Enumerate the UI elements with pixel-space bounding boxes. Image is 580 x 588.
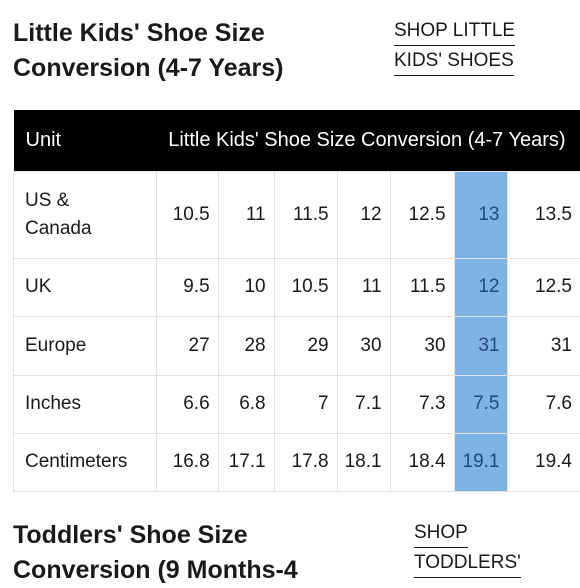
size-cell: 9.5 xyxy=(156,258,218,316)
size-cell: 12.5 xyxy=(508,258,580,316)
row-label: US & Canada xyxy=(14,171,157,258)
size-cell: 10.5 xyxy=(156,171,218,258)
size-cell: 12 xyxy=(337,171,390,258)
size-cell: 11 xyxy=(337,258,390,316)
toddlers-section-title: Toddlers' Shoe Size Conversion (9 Months… xyxy=(13,518,298,588)
size-cell: 17.8 xyxy=(274,433,337,491)
size-cell: 12 xyxy=(454,258,508,316)
size-cell: 13 xyxy=(454,171,508,258)
size-cell: 29 xyxy=(274,316,337,375)
size-cell: 19.1 xyxy=(454,433,508,491)
row-label: Europe xyxy=(14,316,157,375)
shop-link-line-2: TODDLERS' xyxy=(414,548,521,578)
size-cell: 7.5 xyxy=(454,375,508,433)
size-cell: 11 xyxy=(218,171,274,258)
size-cell: 7.6 xyxy=(508,375,580,433)
header-conversion-title: Little Kids' Shoe Size Conversion (4-7 Y… xyxy=(156,110,580,171)
size-cell: 17.1 xyxy=(218,433,274,491)
size-cell: 7.1 xyxy=(337,375,390,433)
size-cell: 12.5 xyxy=(390,171,454,258)
size-cell: 30 xyxy=(390,316,454,375)
header-unit: Unit xyxy=(14,110,157,171)
row-label: Inches xyxy=(14,375,157,433)
size-cell: 30 xyxy=(337,316,390,375)
row-label: Centimeters xyxy=(14,433,157,491)
shop-little-kids-shoes-link[interactable]: SHOP LITTLE KIDS' SHOES xyxy=(394,16,515,76)
little-kids-section-title: Little Kids' Shoe Size Conversion (4-7 Y… xyxy=(13,16,283,86)
size-cell: 11.5 xyxy=(274,171,337,258)
size-cell: 18.1 xyxy=(337,433,390,491)
size-cell: 6.8 xyxy=(218,375,274,433)
size-cell: 31 xyxy=(454,316,508,375)
shop-link-line-1: SHOP LITTLE xyxy=(394,16,515,46)
shop-toddlers-shoes-link[interactable]: SHOP TODDLERS' xyxy=(414,518,521,578)
shop-link-line-2: KIDS' SHOES xyxy=(394,46,514,76)
size-cell: 28 xyxy=(218,316,274,375)
size-cell: 6.6 xyxy=(156,375,218,433)
size-cell: 10.5 xyxy=(274,258,337,316)
size-cell: 11.5 xyxy=(390,258,454,316)
size-cell: 10 xyxy=(218,258,274,316)
table-header-row: Unit Little Kids' Shoe Size Conversion (… xyxy=(14,110,580,171)
shop-link-line-1: SHOP xyxy=(414,518,468,548)
size-cell: 7.3 xyxy=(390,375,454,433)
size-cell: 16.8 xyxy=(156,433,218,491)
size-cell: 27 xyxy=(156,316,218,375)
size-cell: 7 xyxy=(274,375,337,433)
size-cell: 31 xyxy=(508,316,580,375)
size-cell: 19.4 xyxy=(508,433,580,491)
row-label: UK xyxy=(14,258,157,316)
little-kids-size-conversion-table: Unit Little Kids' Shoe Size Conversion (… xyxy=(13,110,580,492)
size-cell: 18.4 xyxy=(390,433,454,491)
size-conversion-table-container[interactable]: Unit Little Kids' Shoe Size Conversion (… xyxy=(13,110,580,494)
size-cell: 13.5 xyxy=(508,171,580,258)
